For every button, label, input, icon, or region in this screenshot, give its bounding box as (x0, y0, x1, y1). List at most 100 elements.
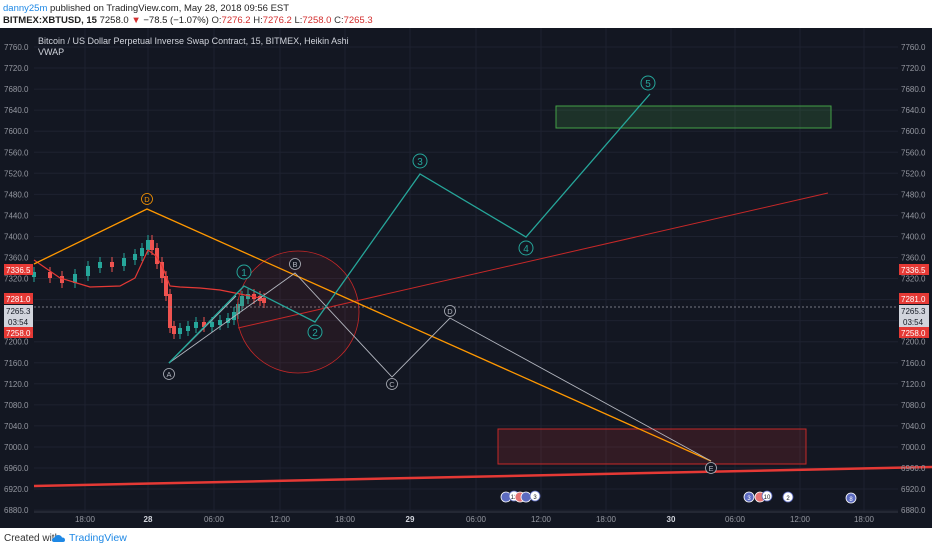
y-tick-right: 7440.0 (901, 211, 926, 220)
candle-body (146, 240, 150, 250)
chart-area[interactable]: Bitcoin / US Dollar Perpetual Inverse Sw… (0, 28, 932, 528)
event-badge[interactable]: 10 (761, 490, 773, 502)
support-trendline[interactable] (33, 465, 932, 488)
price-tag: 03:54 (903, 318, 924, 327)
label-d-orange-text: D (144, 195, 150, 204)
y-tick-right: 7680.0 (901, 85, 926, 94)
tradingview-logo[interactable]: TradingView (52, 532, 127, 544)
wave-1-label[interactable]: 1 (236, 264, 252, 280)
symbol-label: BITMEX:XBTUSD, 15 (3, 15, 97, 26)
label-d-grey-text: D (447, 307, 453, 316)
price-tag: 03:54 (8, 318, 29, 327)
abcde-path[interactable] (168, 272, 712, 462)
price-change: −78.5 (−1.07%) (143, 15, 209, 26)
y-tick-right: 7320.0 (901, 275, 926, 284)
y-tick-left: 7760.0 (4, 43, 29, 52)
price-tag: 7258.0 (6, 329, 31, 338)
price-axis-left[interactable]: 7760.0 7720.0 7680.0 7640.0 7600.0 7560.0 7520… (4, 43, 29, 515)
candle-body (178, 328, 182, 334)
tradingview-cloud-icon (52, 534, 65, 542)
candle-body (140, 248, 144, 256)
wave-5-label[interactable]: 5 (640, 75, 656, 91)
event-badge-count: 3 (533, 495, 537, 501)
highlight-circle[interactable] (236, 250, 360, 374)
vwap-line (33, 249, 261, 299)
candle-body (155, 248, 159, 264)
candle-body (246, 294, 250, 299)
candle-body (236, 304, 240, 314)
candle-body (262, 298, 266, 303)
candle-body (32, 272, 36, 277)
label-d-grey[interactable]: D (444, 305, 456, 317)
orange-trendline[interactable] (33, 208, 712, 462)
high-value: 7276.2 (262, 15, 292, 26)
candle-body (186, 326, 190, 331)
rising-trendline[interactable] (237, 192, 829, 329)
impulse-wave-1 (168, 285, 245, 364)
y-tick-left: 7440.0 (4, 211, 29, 220)
wave-4-text: 4 (523, 244, 529, 255)
y-tick-left: 7560.0 (4, 148, 29, 157)
time-axis[interactable]: 18:00 28 06:00 12:00 18:00 29 06:00 12:00 18:00 3… (34, 511, 898, 524)
event-badge[interactable] (520, 491, 532, 503)
x-tick: 12:00 (270, 515, 291, 524)
candle-body (60, 276, 64, 283)
x-tick: 06:00 (204, 515, 225, 524)
event-badge[interactable]: 8 (845, 492, 857, 504)
wave-3-label[interactable]: 3 (412, 153, 428, 169)
label-a[interactable]: A (163, 368, 175, 380)
label-e[interactable]: E (705, 462, 717, 474)
y-tick-right: 7760.0 (901, 43, 926, 52)
y-tick-left: 7040.0 (4, 422, 29, 431)
candle-body (73, 274, 77, 283)
candle-body (194, 322, 198, 328)
x-tick: 18:00 (335, 515, 356, 524)
candle-body (218, 320, 222, 325)
indicator-label: VWAP (38, 47, 64, 57)
label-b[interactable]: B (289, 258, 301, 270)
candle-body (164, 276, 168, 296)
candle-body (110, 262, 114, 267)
candle-body (240, 296, 244, 306)
label-b-text: B (292, 260, 297, 269)
event-badge[interactable]: 3 (529, 490, 541, 502)
low-label: L: (294, 15, 303, 26)
price-axis-right[interactable]: 7760.0 7720.0 7680.0 7640.0 7600.0 7560.0 7520… (901, 43, 926, 515)
y-tick-right: 7400.0 (901, 232, 926, 241)
close-value: 7265.3 (343, 15, 373, 26)
author-link[interactable]: danny25m (3, 3, 48, 14)
target-zone-green[interactable] (555, 105, 832, 129)
candle-body (122, 258, 126, 266)
label-d-orange[interactable]: D (141, 193, 153, 205)
candle-body (210, 322, 214, 327)
y-tick-right: 7600.0 (901, 127, 926, 136)
x-tick: 18:00 (596, 515, 617, 524)
label-c[interactable]: C (386, 378, 398, 390)
chart-canvas[interactable]: Bitcoin / US Dollar Perpetual Inverse Sw… (0, 28, 932, 528)
y-tick-left: 6880.0 (4, 506, 29, 515)
wave-4-label[interactable]: 4 (518, 240, 534, 256)
published-text: published on TradingView.com, May 28, 20… (50, 3, 290, 14)
y-tick-right: 7640.0 (901, 106, 926, 115)
symbol-info: BITMEX:XBTUSD, 15 7258.0 ▼ −78.5 (−1.07%… (3, 15, 373, 26)
y-tick-left: 7480.0 (4, 190, 29, 199)
y-tick-right: 7520.0 (901, 169, 926, 178)
chart-title: Bitcoin / US Dollar Perpetual Inverse Sw… (38, 36, 349, 46)
y-tick-left: 7200.0 (4, 338, 29, 347)
price-tag: 7281.0 (901, 295, 926, 304)
price-tag: 7265.3 (6, 307, 31, 316)
created-with-text: Created with (4, 533, 61, 544)
event-badges[interactable]: 12 3 3 10 2 8 (500, 490, 857, 504)
event-badge-count: 12 (511, 495, 518, 501)
y-tick-left: 7360.0 (4, 254, 29, 263)
price-tag: 7265.3 (901, 307, 926, 316)
x-tick: 28 (144, 515, 153, 524)
event-badge[interactable]: 3 (743, 491, 755, 503)
event-badge[interactable]: 2 (782, 491, 794, 503)
y-tick-right: 6880.0 (901, 506, 926, 515)
price-tag: 7281.0 (6, 295, 31, 304)
event-badge-count: 3 (747, 496, 751, 502)
low-value: 7258.0 (302, 15, 332, 26)
high-label: H: (253, 15, 263, 26)
wave-2-label[interactable]: 2 (307, 324, 323, 340)
